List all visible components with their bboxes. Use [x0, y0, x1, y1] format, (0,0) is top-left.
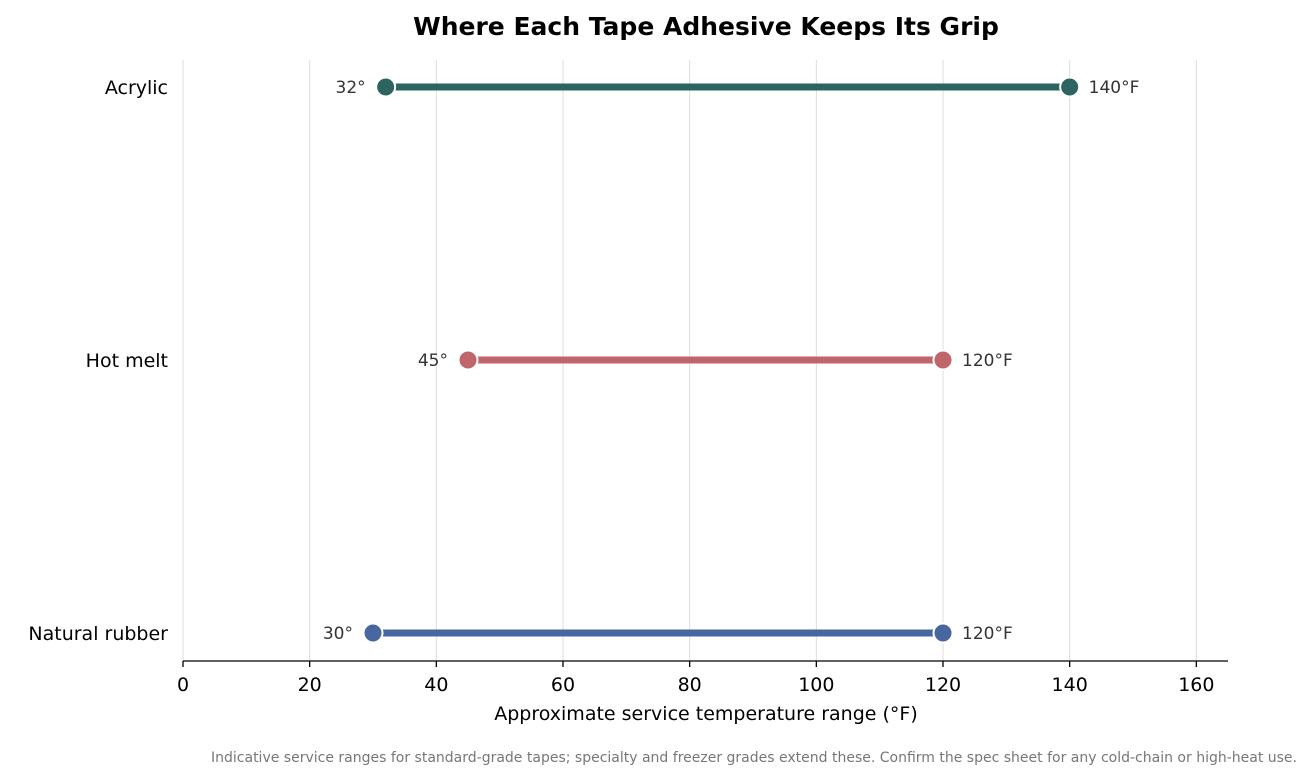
low-point [375, 76, 397, 98]
category-label: Acrylic [105, 77, 168, 99]
high-value-label: 140°F [1089, 78, 1140, 98]
footnote: Indicative service ranges for standard-g… [211, 750, 1297, 766]
high-value-label: 120°F [962, 624, 1013, 644]
x-tick-label: 40 [424, 674, 448, 696]
x-tick-label: 0 [177, 674, 189, 696]
high-point [932, 622, 954, 644]
x-tick-label: 20 [298, 674, 322, 696]
x-tick-label: 120 [925, 674, 961, 696]
range-row: Acrylic 32° 140°F [105, 76, 1140, 99]
x-tick-label: 160 [1178, 674, 1214, 696]
low-value-label: 32° [336, 78, 366, 98]
chart-title: Where Each Tape Adhesive Keeps Its Grip [413, 12, 999, 41]
low-value-label: 45° [418, 351, 448, 371]
x-axis: 0 20 40 60 80 100 120 140 160 [177, 660, 1228, 696]
x-tick-label: 60 [551, 674, 575, 696]
high-point [932, 349, 954, 371]
range-row: Natural rubber 30° 120°F [28, 622, 1013, 645]
low-point [457, 349, 479, 371]
x-tick-label: 100 [798, 674, 834, 696]
high-point [1059, 76, 1081, 98]
category-label: Hot melt [86, 350, 168, 372]
x-axis-title: Approximate service temperature range (°… [494, 703, 918, 725]
low-value-label: 30° [323, 624, 353, 644]
x-tick-label: 140 [1052, 674, 1088, 696]
category-label: Natural rubber [28, 623, 168, 645]
x-tick-label: 80 [678, 674, 702, 696]
range-row: Hot melt 45° 120°F [86, 349, 1013, 372]
high-value-label: 120°F [962, 351, 1013, 371]
low-point [362, 622, 384, 644]
